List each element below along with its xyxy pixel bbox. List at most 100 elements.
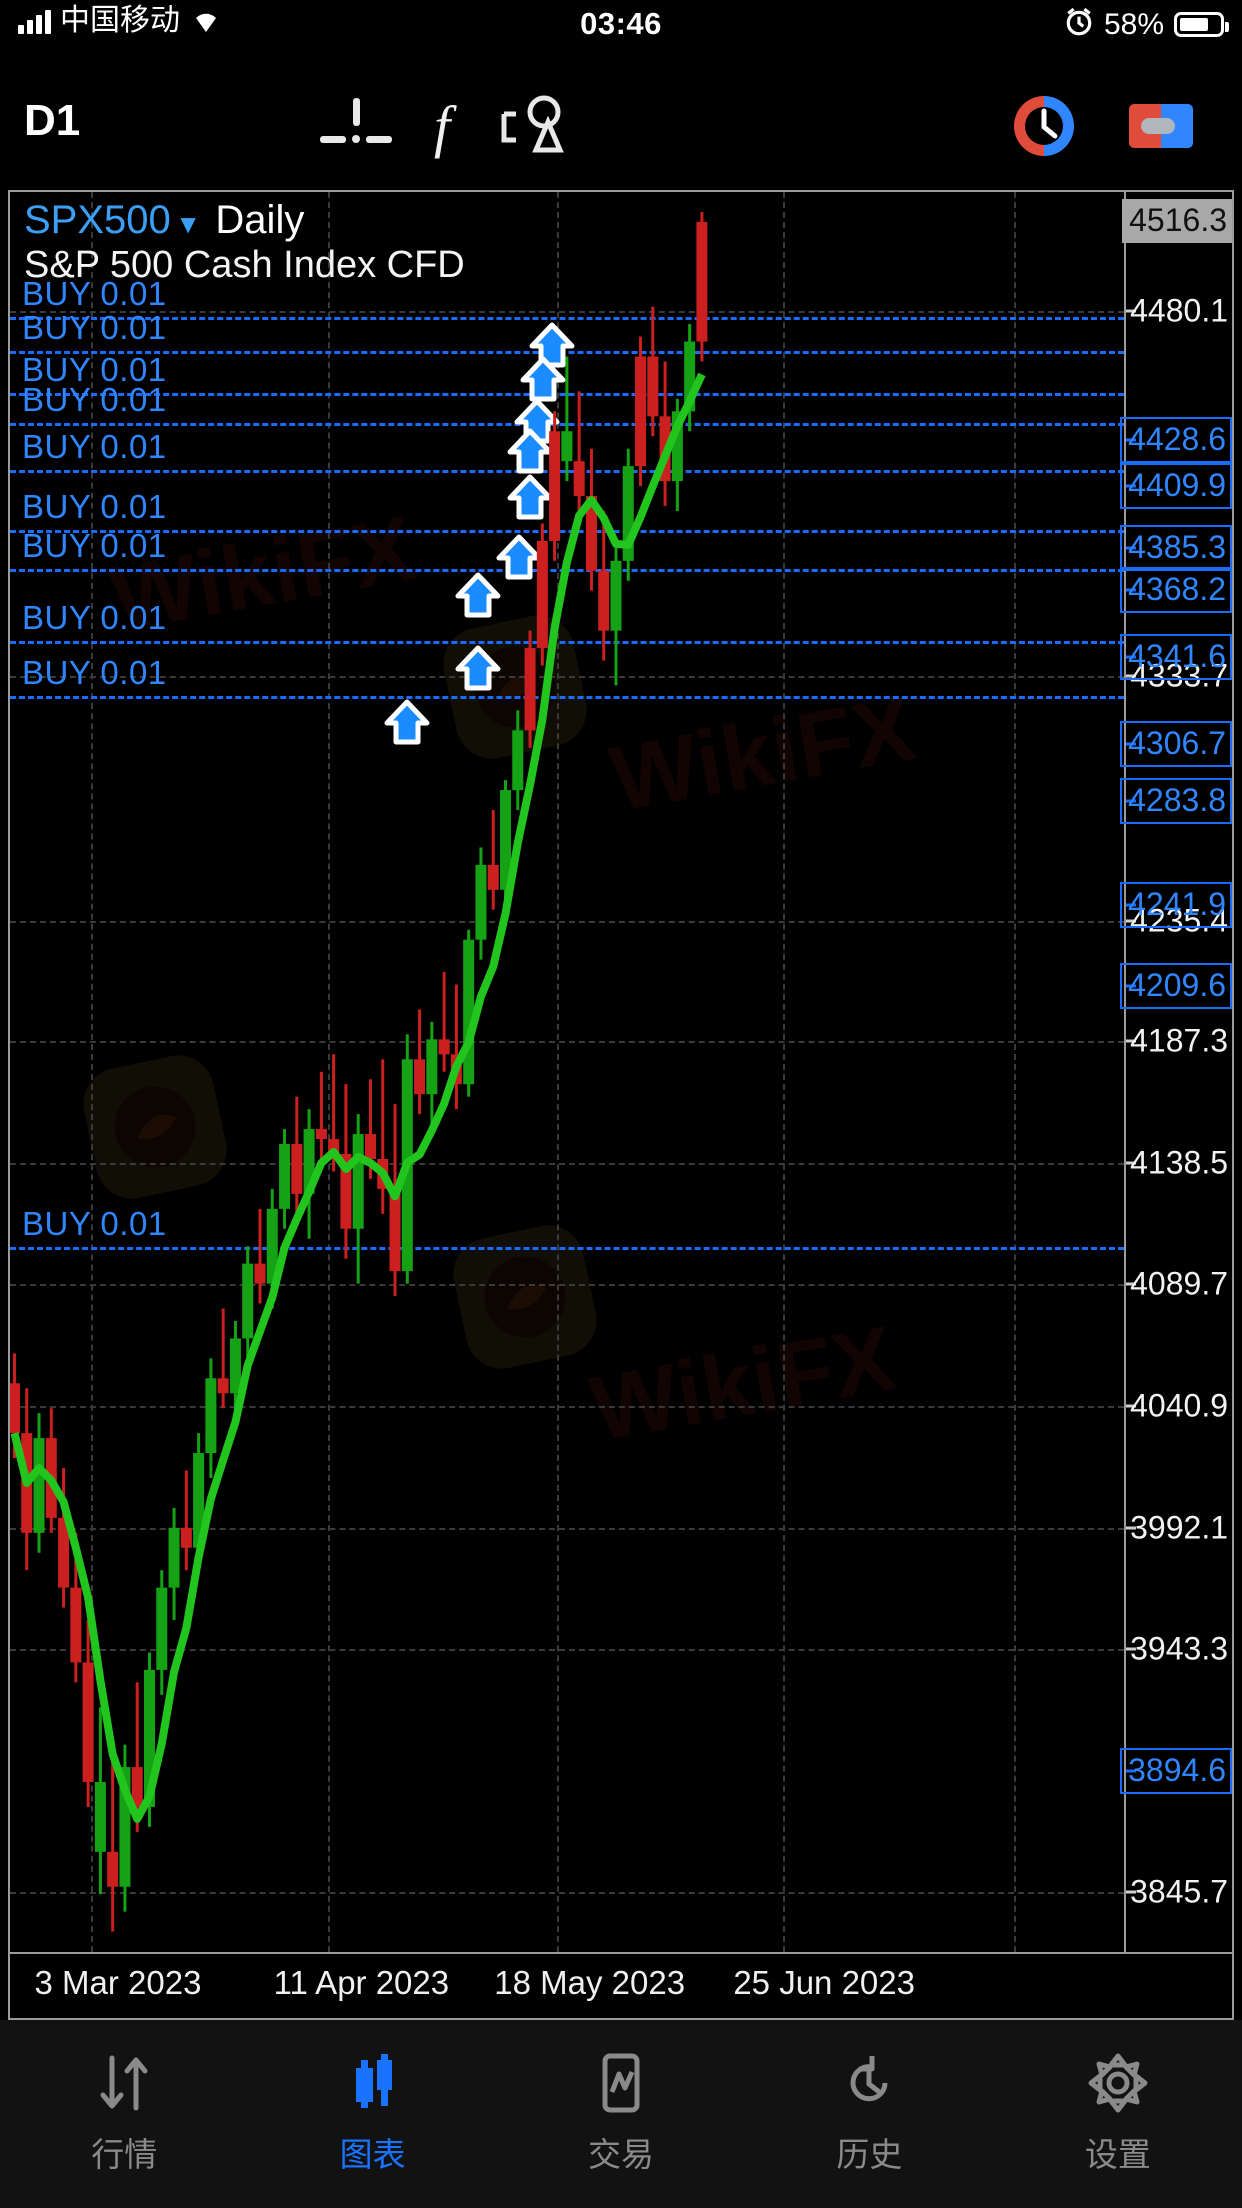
order-label[interactable]: BUY 0.01 [22, 653, 167, 691]
axis-tick [1126, 903, 1136, 907]
order-label[interactable]: BUY 0.01 [22, 380, 167, 418]
order-label[interactable]: BUY 0.01 [22, 350, 167, 388]
tab-label: 图表 [339, 2136, 406, 2173]
price-axis-label: 4040.9 [1130, 1387, 1228, 1424]
timeframe-button[interactable]: D1 [24, 96, 81, 145]
price-axis-label[interactable]: 3894.6 [1120, 1747, 1232, 1794]
order-line[interactable] [10, 317, 1124, 321]
price-axis-label: 4480.1 [1130, 292, 1228, 329]
price-axis-label[interactable]: 4306.7 [1120, 720, 1232, 767]
function-fx-icon[interactable]: f [410, 92, 482, 160]
order-label[interactable]: BUY 0.01 [22, 428, 167, 466]
gridline-horizontal [10, 1405, 1124, 1408]
order-label[interactable]: BUY 0.01 [22, 527, 167, 565]
charts-candles-icon[interactable] [343, 2052, 403, 2114]
chart-symbol-label[interactable]: SPX500 [24, 198, 171, 242]
order-line[interactable] [10, 641, 1124, 645]
tab-label: 行情 [91, 2136, 158, 2173]
price-axis-label[interactable]: 4428.6 [1120, 416, 1232, 463]
clock-trade-icon[interactable] [1012, 94, 1076, 158]
chart-plot-area[interactable]: WikiFX WikiFX WikiFX SPX500 ▼ Daily S&P … [10, 192, 1124, 1952]
axis-tick [1126, 674, 1136, 678]
svg-text:f: f [434, 94, 457, 159]
tab-2[interactable]: 图表 [248, 2020, 496, 2208]
chart-toolbar: D1 f [0, 58, 1242, 186]
price-axis-label[interactable]: 4409.9 [1120, 463, 1232, 510]
order-label[interactable]: BUY 0.01 [22, 599, 167, 637]
price-axis-label: 4333.7 [1130, 657, 1228, 694]
tab-label: 历史 [836, 2136, 903, 2173]
gridline-horizontal [10, 1527, 1124, 1530]
tab-3[interactable]: 交易 [497, 2020, 745, 2208]
price-chart[interactable]: WikiFX WikiFX WikiFX SPX500 ▼ Daily S&P … [8, 190, 1234, 2020]
order-label[interactable]: BUY 0.01 [22, 488, 167, 526]
bottom-navigation[interactable]: 行情 图表 交易 历史 设置 [0, 2020, 1242, 2208]
moving-average-line [10, 372, 706, 1823]
order-label[interactable]: BUY 0.01 [22, 1205, 167, 1243]
tab-5[interactable]: 设置 [994, 2020, 1242, 2208]
price-axis-label[interactable]: 4385.3 [1120, 524, 1232, 571]
buy-arrow-icon[interactable] [455, 572, 501, 618]
order-label[interactable]: BUY 0.01 [22, 275, 167, 313]
gridline-horizontal [10, 1284, 1124, 1287]
status-bar: 中国移动 03:46 58% [0, 0, 1242, 58]
buy-arrow-icon[interactable] [507, 428, 553, 474]
order-label[interactable]: BUY 0.01 [22, 308, 167, 346]
axis-tick [1126, 1039, 1136, 1043]
gridline-vertical [91, 192, 94, 1952]
buy-arrow-icon[interactable] [507, 474, 553, 520]
chevron-down-icon[interactable]: ▼ [175, 209, 201, 239]
new-order-icon[interactable] [1128, 98, 1194, 154]
order-line[interactable] [10, 350, 1124, 354]
buy-arrow-icon[interactable] [455, 645, 501, 691]
gridline-vertical [1014, 192, 1017, 1952]
price-axis-label[interactable]: 4341.6 [1120, 633, 1232, 680]
buy-arrow-icon[interactable] [384, 699, 430, 745]
price-axis-label[interactable]: 4209.6 [1120, 962, 1232, 1009]
price-axis-label[interactable]: 4283.8 [1120, 777, 1232, 824]
axis-tick [1126, 984, 1136, 988]
chart-symbol-header[interactable]: SPX500 ▼ Daily [24, 198, 304, 243]
axis-tick [1126, 1890, 1136, 1894]
history-clock-icon[interactable] [839, 2052, 899, 2114]
price-axis-label[interactable]: 4368.2 [1120, 567, 1232, 614]
gridline-vertical [328, 192, 331, 1952]
price-axis-label[interactable]: 4241.9 [1120, 882, 1232, 929]
crosshair-icon[interactable] [320, 92, 392, 160]
chart-timeframe-label: Daily [215, 198, 305, 242]
gridline-horizontal [10, 311, 1124, 314]
battery-percent-label: 58% [1103, 7, 1164, 41]
gridline-horizontal [10, 921, 1124, 924]
gridline-horizontal [10, 1892, 1124, 1895]
wifi-icon [189, 8, 223, 34]
axis-tick [1126, 309, 1136, 313]
price-axis[interactable]: 4516.3 4480.1 4333.7 4235.4 4187.3 4138.5 4089… [1120, 192, 1232, 1952]
axis-tick [1126, 655, 1136, 659]
status-bar-left: 中国移动 [18, 6, 223, 36]
price-axis-label: 4138.5 [1130, 1144, 1228, 1181]
objects-icon[interactable] [496, 92, 572, 160]
date-axis-label: 3 Mar 2023 [34, 1964, 202, 2001]
tab-1[interactable]: 行情 [0, 2020, 248, 2208]
order-line[interactable] [10, 695, 1124, 699]
trade-phone-icon[interactable] [591, 2052, 651, 2114]
buy-arrow-icon[interactable] [520, 356, 566, 402]
gridline-vertical [556, 192, 559, 1952]
battery-icon [1174, 12, 1229, 37]
gear-icon[interactable] [1088, 2052, 1148, 2114]
alarm-clock-icon [1064, 7, 1094, 42]
price-axis-label: 3992.1 [1130, 1509, 1228, 1546]
axis-tick [1126, 546, 1136, 550]
price-axis-label: 4235.4 [1130, 902, 1228, 939]
price-axis-label: 4187.3 [1130, 1022, 1228, 1059]
axis-tick [1126, 1647, 1136, 1651]
price-axis-label: 3845.7 [1130, 1873, 1228, 1910]
order-line[interactable] [10, 530, 1124, 534]
status-bar-clock: 03:46 [580, 6, 662, 41]
axis-tick [1126, 1526, 1136, 1530]
tab-4[interactable]: 历史 [745, 2020, 993, 2208]
order-line[interactable] [10, 1247, 1124, 1251]
quotes-arrows-icon[interactable] [94, 2052, 154, 2114]
gridline-horizontal [10, 1162, 1124, 1165]
